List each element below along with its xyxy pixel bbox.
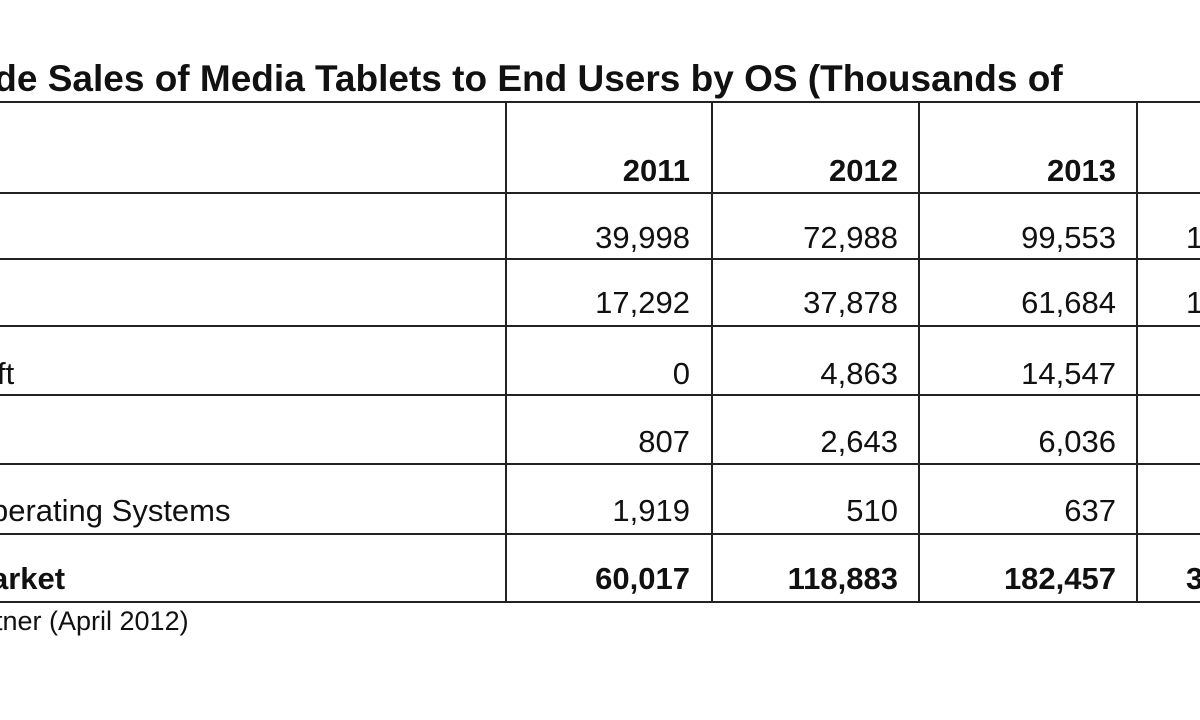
table-title: ide Sales of Media Tablets to End Users … [0,56,1200,102]
table-cell: 4,863 [820,356,898,391]
total-cell: 3 [1186,561,1200,596]
table-cell: 61,684 [1021,285,1116,320]
table-cell: 72,988 [803,220,898,255]
table-cell: 1,919 [612,493,690,528]
table-border-top [0,101,1200,103]
table-cell: 0 [672,356,690,391]
table-cell: 637 [1064,493,1116,528]
column-divider [711,101,713,603]
table-cell: 37,878 [803,285,898,320]
table-cell: 39,998 [595,220,690,255]
row-divider [0,533,1200,535]
table-title-text: ide Sales of Media Tablets to End Users … [0,58,1063,99]
column-header: 2012 [829,153,898,188]
total-cell: 60,017 [595,561,690,596]
row-divider [0,258,1200,260]
total-row-label: arket [0,561,66,596]
row-divider [0,325,1200,327]
column-divider [1136,101,1138,603]
table-border-bottom [0,601,1200,603]
total-cell: 118,883 [787,561,898,596]
row-divider [0,463,1200,465]
table-cell: 807 [638,424,690,459]
table-cell: 1 [1186,285,1200,320]
column-header: 2011 [622,153,690,188]
row-divider [0,394,1200,396]
column-header: 2013 [1047,153,1116,188]
column-divider [505,101,507,603]
table-cell: 510 [846,493,898,528]
row-divider [0,192,1200,194]
row-label: ft [0,356,15,391]
table-cell: 1 [1186,220,1200,255]
column-divider [918,101,920,603]
table-cell: 6,036 [1038,424,1116,459]
source-note: rtner (April 2012) [0,606,189,636]
table-cell: 14,547 [1021,356,1116,391]
table-cell: 17,292 [595,285,690,320]
table-cell: 2,643 [820,424,898,459]
row-label: perating Systems [0,493,231,528]
table-cell: 99,553 [1021,220,1116,255]
total-cell: 182,457 [1003,561,1116,596]
